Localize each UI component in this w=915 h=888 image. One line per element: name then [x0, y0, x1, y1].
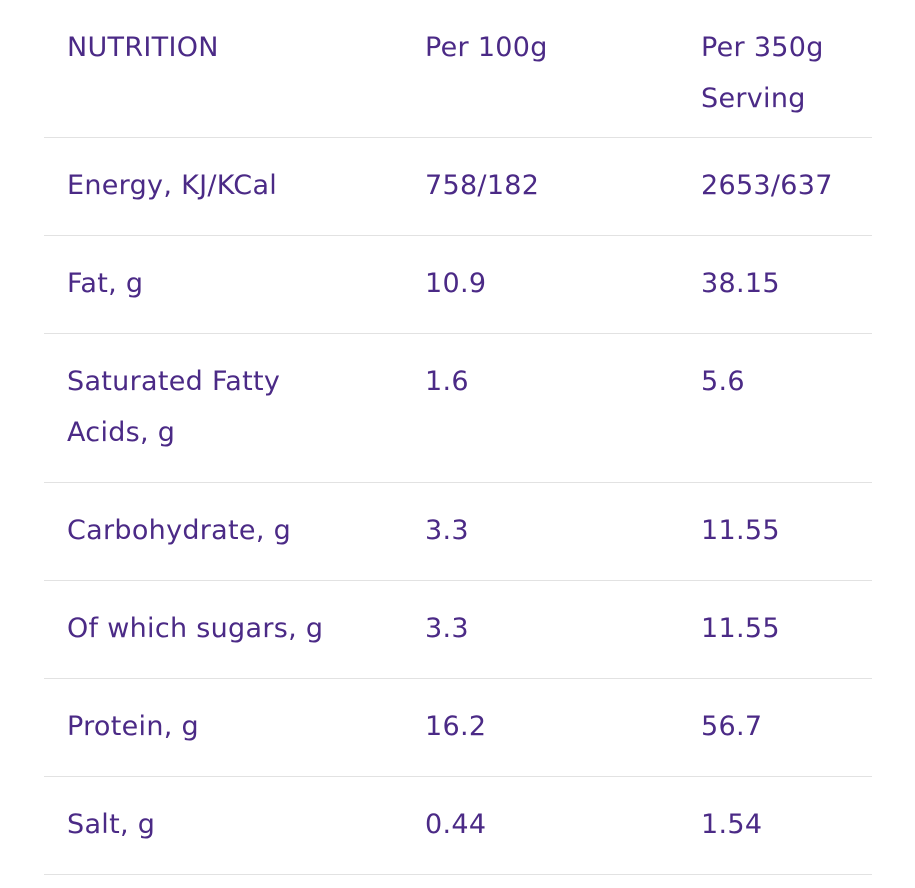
- table-row: Of which sugars, g 3.3 11.55: [44, 581, 872, 679]
- header-nutrition: NUTRITION: [67, 32, 219, 63]
- row-per-100g: 10.9: [425, 268, 487, 299]
- row-per-100g: 3.3: [425, 515, 469, 546]
- row-per-100g: 758/182: [425, 170, 540, 201]
- row-per-serving: 38.15: [701, 268, 780, 299]
- row-per-100g: 3.3: [425, 613, 469, 644]
- table-row: Energy, KJ/KCal 758/182 2653/637: [44, 138, 872, 236]
- header-per-100g: Per 100g: [425, 32, 548, 63]
- row-label: Energy, KJ/KCal: [67, 170, 278, 201]
- row-per-100g: 0.44: [425, 809, 487, 840]
- row-per-serving: 5.6: [701, 366, 745, 397]
- row-label: Protein, g: [67, 711, 199, 742]
- row-per-100g: 16.2: [425, 711, 487, 742]
- table-row: Saturated Fatty Acids, g 1.6 5.6: [44, 334, 872, 483]
- row-per-100g: 1.6: [425, 366, 469, 397]
- row-per-serving: 11.55: [701, 613, 780, 644]
- table-row: Protein, g 16.2 56.7: [44, 679, 872, 777]
- row-per-serving: 11.55: [701, 515, 780, 546]
- row-label: Salt, g: [67, 809, 156, 840]
- table-row: Salt, g 0.44 1.54: [44, 777, 872, 875]
- row-label: Of which sugars, g: [67, 613, 324, 644]
- row-label: Carbohydrate, g: [67, 515, 292, 546]
- row-label: Saturated Fatty Acids, g: [67, 366, 281, 448]
- nutrition-table: NUTRITION Per 100g Per 350g Serving Ener…: [44, 0, 872, 875]
- row-per-serving: 1.54: [701, 809, 763, 840]
- row-per-serving: 2653/637: [701, 170, 833, 201]
- table-row: Carbohydrate, g 3.3 11.55: [44, 483, 872, 581]
- table-row: Fat, g 10.9 38.15: [44, 236, 872, 334]
- header-per-serving: Per 350g Serving: [701, 32, 824, 114]
- row-label: Fat, g: [67, 268, 144, 299]
- table-header-row: NUTRITION Per 100g Per 350g Serving: [44, 0, 872, 138]
- row-per-serving: 56.7: [701, 711, 763, 742]
